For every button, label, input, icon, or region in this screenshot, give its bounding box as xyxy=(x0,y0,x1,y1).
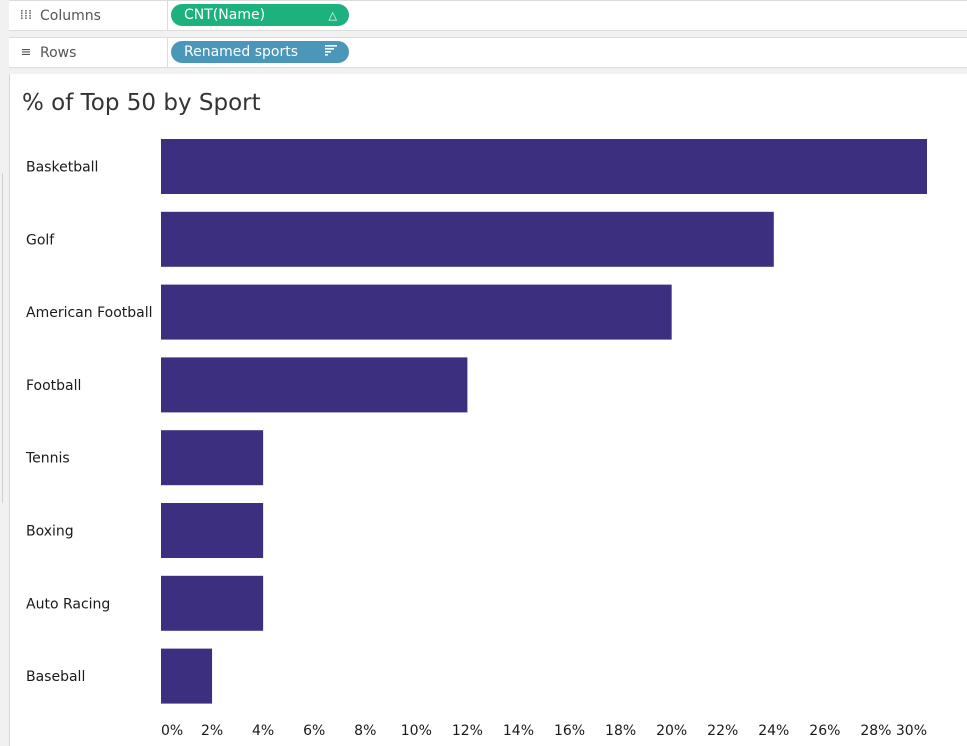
x-tick-label: 28% xyxy=(860,723,891,739)
bar-auto-racing[interactable] xyxy=(161,575,264,631)
x-tick-label: 18% xyxy=(605,723,636,739)
bar-american-football[interactable] xyxy=(161,284,672,340)
bar-golf[interactable] xyxy=(161,211,774,267)
x-tick-label: 14% xyxy=(503,723,534,739)
sheet-title: % of Top 50 by Sport xyxy=(22,90,261,116)
columns-pill[interactable]: CNT(Name) △ xyxy=(171,4,349,26)
x-tick-label: 20% xyxy=(656,723,687,739)
x-tick-label: 6% xyxy=(303,723,325,739)
x-tick-label: 0% xyxy=(161,723,183,739)
row-label[interactable]: Boxing xyxy=(26,524,74,540)
delta-icon: △ xyxy=(328,8,337,22)
rows-shelf[interactable]: ≡ Rows Renamed sports xyxy=(9,37,967,68)
columns-shelf[interactable]: ⁞⁞⁞ Columns CNT(Name) △ xyxy=(9,0,967,31)
row-label[interactable]: Tennis xyxy=(25,451,70,467)
columns-label: Columns xyxy=(40,7,101,24)
row-label[interactable]: Football xyxy=(26,378,81,394)
x-tick-label: 8% xyxy=(354,723,376,739)
bar-tennis[interactable] xyxy=(161,430,264,486)
columns-pill-label: CNT(Name) xyxy=(184,7,266,23)
x-tick-label: 4% xyxy=(252,723,274,739)
bar-chart: Basketball Golf American Football Football T… xyxy=(25,139,927,739)
left-panel-edge xyxy=(0,75,9,746)
row-label[interactable]: Auto Racing xyxy=(26,596,110,612)
bar-football[interactable] xyxy=(161,357,468,413)
rows-label: Rows xyxy=(40,44,77,61)
bar-baseball[interactable] xyxy=(161,648,213,704)
row-label[interactable]: Golf xyxy=(26,232,55,248)
x-tick-label: 30% xyxy=(896,723,927,739)
rows-shelf-label: ≡ Rows xyxy=(9,38,168,67)
row-label[interactable]: Baseball xyxy=(26,669,85,685)
rows-pill-label: Renamed sports xyxy=(184,44,299,60)
columns-shelf-label: ⁞⁞⁞ Columns xyxy=(9,1,168,30)
rows-icon: ≡ xyxy=(20,45,32,60)
bar-basketball[interactable] xyxy=(161,139,927,194)
sort-icon xyxy=(325,45,337,59)
x-tick-label: 10% xyxy=(401,723,432,739)
row-label[interactable]: Basketball xyxy=(26,160,98,176)
x-tick-label: 12% xyxy=(452,723,483,739)
columns-icon: ⁞⁞⁞ xyxy=(19,8,33,23)
row-label[interactable]: American Football xyxy=(26,305,153,321)
rows-pill[interactable]: Renamed sports xyxy=(171,41,349,63)
x-tick-label: 22% xyxy=(707,723,738,739)
x-tick-label: 24% xyxy=(758,723,789,739)
x-tick-label: 2% xyxy=(201,723,223,739)
x-tick-label: 26% xyxy=(809,723,840,739)
x-tick-label: 16% xyxy=(554,723,585,739)
sheet-canvas: % of Top 50 by Sport Basketball Golf Ameri… xyxy=(9,74,967,746)
bar-boxing[interactable] xyxy=(161,503,264,558)
